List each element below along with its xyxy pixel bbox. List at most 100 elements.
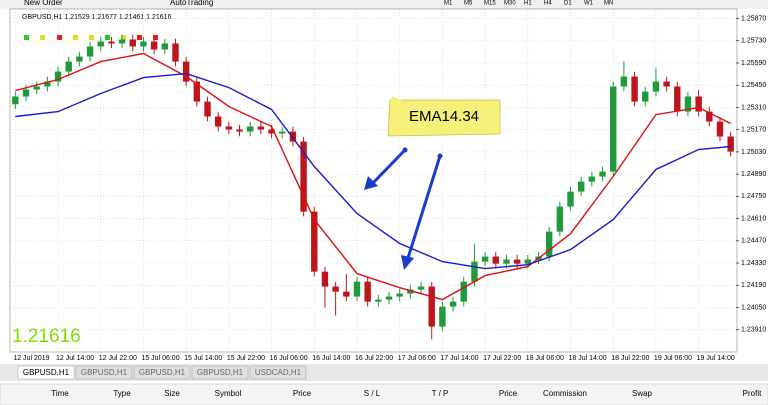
candle-body (353, 281, 361, 297)
candle-body (44, 81, 51, 87)
timeframe-button[interactable]: MN (604, 1, 613, 7)
candle-body (706, 111, 713, 122)
candle-body (674, 86, 681, 112)
candle-body (182, 61, 190, 82)
candle-body (364, 281, 371, 302)
tab-label: GBPUSD,H1 (197, 368, 244, 377)
candle-body (54, 71, 62, 82)
tab[interactable] (191, 365, 249, 380)
x-tick-label: 12 Jul 14:00 (56, 355, 94, 362)
timeframe-button[interactable]: D1 (564, 1, 572, 7)
timeframe-button[interactable]: M30 (504, 1, 516, 7)
x-tick-label: 18 Jul 14:00 (569, 355, 607, 362)
column-header[interactable]: Profit (743, 389, 762, 398)
timeframe-button[interactable]: M5 (464, 1, 473, 7)
column-header[interactable]: S / L (364, 389, 381, 398)
candle-body (22, 89, 30, 97)
tab-label: GBPUSD,H1 (23, 368, 70, 377)
tab-label: GBPUSD,H1 (81, 368, 128, 377)
timeframe-button[interactable]: H4 (544, 1, 552, 7)
x-tick-label: 12 Jul 2019 (13, 355, 49, 362)
annotation-text: EMA14.34 (409, 108, 479, 125)
timeframe-button[interactable]: W1 (584, 1, 594, 7)
y-tick-label: 1.24750 (741, 193, 766, 200)
candle-body (610, 86, 617, 172)
x-tick-label: 15 Jul 06:00 (141, 355, 179, 362)
candle-body (172, 43, 179, 62)
column-header[interactable]: Symbol (215, 389, 242, 398)
indicator-dots (24, 35, 158, 40)
candle-body (449, 301, 457, 307)
candle-body (588, 176, 596, 182)
candle-body (385, 296, 393, 300)
tab[interactable] (17, 365, 75, 380)
x-tick-label: 15 Jul 14:00 (184, 355, 222, 362)
tab[interactable] (75, 365, 133, 380)
timeframe-button[interactable]: H1 (524, 1, 532, 7)
candle-body (12, 96, 19, 105)
candle-body (321, 271, 329, 287)
column-header[interactable]: T / P (432, 389, 449, 398)
candle-body (65, 61, 72, 72)
y-tick-label: 1.25310 (741, 104, 766, 111)
y-tick-label: 1.24330 (741, 260, 766, 267)
y-tick-label: 1.24610 (741, 215, 766, 222)
candle-body (225, 126, 233, 130)
candle-body (503, 259, 510, 264)
column-header[interactable]: Swap (632, 389, 653, 398)
x-tick-label: 17 Jul 22:00 (483, 355, 521, 362)
x-tick-label: 19 Jul 14:00 (697, 355, 735, 362)
candle-body (428, 286, 435, 327)
column-header[interactable]: Price (293, 389, 312, 398)
candle-body (140, 41, 147, 47)
candle-body (556, 206, 564, 232)
candle-body (204, 101, 211, 117)
candle-body (150, 41, 158, 50)
x-tick-label: 15 Jul 22:00 (227, 355, 265, 362)
tab[interactable] (249, 365, 307, 380)
y-tick-label: 1.25730 (741, 38, 766, 45)
candle-body (279, 131, 286, 134)
x-tick-label: 17 Jul 06:00 (398, 355, 436, 362)
column-header[interactable]: Type (113, 389, 131, 398)
price-label: 1.21616 (12, 326, 81, 347)
x-tick-label: 18 Jul 22:00 (611, 355, 649, 362)
candle-body (642, 91, 649, 102)
candle-body (652, 81, 660, 92)
timeframe-button[interactable]: M1 (444, 1, 453, 7)
candle-body (396, 293, 403, 297)
terminal-header (0, 383, 768, 405)
y-tick-label: 1.25870 (741, 15, 766, 22)
x-tick-label: 12 Jul 22:00 (99, 355, 137, 362)
tab-label: GBPUSD,H1 (139, 368, 186, 377)
candle-body (247, 126, 254, 132)
candle-body (620, 76, 628, 87)
timeframe-button[interactable]: M15 (484, 1, 496, 7)
candle-body (300, 141, 307, 212)
toolbar-items: New Order AutoTrading M1 M5 M15 M30 H1 H4 D1 W1 MN (24, 0, 613, 7)
candle-body (631, 76, 638, 102)
column-header[interactable]: Size (164, 389, 180, 398)
terminal-columns: Time Type Size Symbol Price S / L T / P Price Co… (51, 389, 762, 398)
toolbar-button[interactable]: New Order (24, 0, 63, 7)
x-tick-label: 16 Jul 14:00 (312, 355, 350, 362)
tab[interactable] (133, 365, 191, 380)
candle-body (481, 256, 489, 262)
x-tick-label: 16 Jul 22:00 (355, 355, 393, 362)
y-tick-label: 1.25590 (741, 60, 766, 67)
candle-body (695, 96, 702, 112)
tab-label: USDCAD,H1 (255, 368, 302, 377)
candle-body (460, 281, 467, 302)
candle-body (567, 191, 574, 207)
column-header[interactable]: Price (499, 389, 518, 398)
ema-line (15, 52, 732, 301)
candle-body (214, 116, 222, 127)
y-tick-label: 1.23910 (741, 327, 766, 334)
toolbar-button[interactable]: AutoTrading (170, 0, 213, 7)
column-header[interactable]: Commission (543, 389, 587, 398)
candle-body (76, 56, 83, 62)
candle-body (236, 129, 243, 132)
candle-body (97, 41, 104, 47)
column-header[interactable]: Time (51, 389, 69, 398)
